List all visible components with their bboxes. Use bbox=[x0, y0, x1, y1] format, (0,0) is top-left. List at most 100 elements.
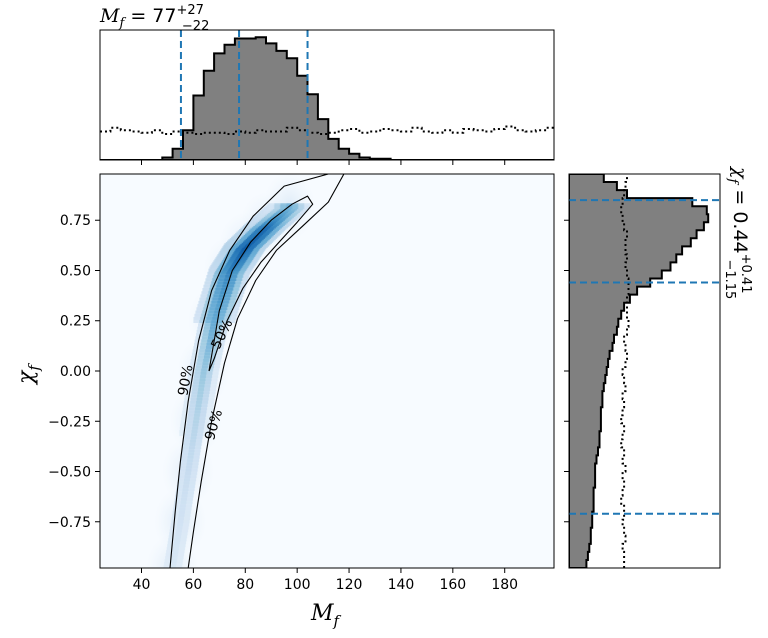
density-cell bbox=[213, 365, 220, 372]
density-cell bbox=[200, 410, 207, 417]
density-cell bbox=[219, 336, 226, 343]
density-cell bbox=[210, 281, 217, 288]
density-cell bbox=[183, 404, 190, 411]
density-cell bbox=[203, 430, 210, 437]
density-cell bbox=[210, 349, 217, 356]
density-cell bbox=[191, 355, 198, 362]
density-cell bbox=[195, 443, 202, 449]
density-cell bbox=[193, 417, 200, 424]
density-cell bbox=[220, 288, 227, 294]
density-cell bbox=[194, 449, 201, 456]
density-cell bbox=[181, 413, 188, 420]
contour-50pct bbox=[208, 195, 314, 372]
density-cell bbox=[180, 501, 187, 508]
density-cell bbox=[225, 291, 232, 298]
density-cell bbox=[187, 375, 194, 382]
density-cell bbox=[216, 300, 223, 307]
density-cell bbox=[194, 446, 201, 453]
density-cell bbox=[239, 284, 246, 291]
density-cell bbox=[195, 336, 202, 343]
density-cell bbox=[189, 443, 196, 449]
density-cell bbox=[193, 378, 200, 385]
density-cell bbox=[183, 478, 190, 485]
density-cell bbox=[202, 329, 209, 336]
density-cell bbox=[211, 346, 218, 353]
density-cell bbox=[200, 313, 207, 320]
density-cell bbox=[201, 401, 208, 407]
density-cell bbox=[172, 510, 179, 517]
density-cell bbox=[213, 271, 220, 278]
density-cell bbox=[212, 342, 218, 349]
density-cell bbox=[219, 291, 226, 298]
density-cell bbox=[192, 459, 199, 466]
density-cell bbox=[215, 326, 222, 333]
density-cell bbox=[231, 271, 238, 278]
density-cell bbox=[200, 368, 207, 375]
density-cell bbox=[209, 355, 216, 362]
density-cell bbox=[193, 452, 200, 459]
density-cell bbox=[274, 203, 281, 210]
density-cell bbox=[241, 278, 248, 285]
density-cell bbox=[195, 439, 202, 446]
density-cell bbox=[223, 278, 230, 285]
density-cell bbox=[176, 488, 183, 495]
y-axis-title: χf bbox=[14, 363, 43, 386]
density-cell bbox=[182, 407, 189, 414]
density-cell bbox=[204, 281, 211, 288]
density-cell bbox=[193, 455, 200, 462]
density-cell bbox=[182, 488, 189, 495]
density-cell bbox=[203, 284, 210, 291]
density-cell bbox=[208, 307, 215, 314]
density-cell bbox=[197, 326, 204, 333]
density-cell bbox=[210, 323, 216, 330]
density-cell bbox=[226, 307, 233, 314]
density-cell bbox=[198, 349, 205, 356]
density-cell bbox=[174, 497, 181, 504]
density-cell bbox=[197, 355, 204, 362]
density-cell bbox=[208, 397, 215, 404]
density-cell bbox=[200, 342, 206, 349]
density-cell bbox=[205, 278, 212, 285]
density-cell bbox=[197, 426, 204, 433]
density-cell bbox=[192, 349, 199, 356]
density-cell bbox=[189, 404, 196, 411]
density-cell bbox=[227, 304, 234, 311]
density-cell bbox=[189, 481, 196, 488]
density-cell bbox=[192, 381, 199, 388]
density-cell bbox=[230, 275, 237, 281]
density-cell bbox=[191, 468, 198, 475]
density-cell bbox=[196, 433, 203, 440]
density-cell bbox=[211, 375, 218, 382]
density-cell bbox=[216, 323, 222, 330]
density-cell bbox=[205, 413, 212, 420]
density-cell bbox=[205, 297, 212, 304]
density-cell bbox=[223, 297, 230, 304]
density-cell bbox=[179, 468, 186, 475]
density-cell bbox=[214, 288, 221, 294]
chif-prior-histogram bbox=[620, 174, 630, 568]
density-cell bbox=[186, 384, 193, 391]
density-cell bbox=[209, 388, 216, 395]
density-cell bbox=[208, 394, 215, 401]
density-cell bbox=[233, 304, 240, 311]
density-cell bbox=[211, 297, 218, 304]
density-cell bbox=[203, 426, 210, 433]
density-cell bbox=[188, 488, 195, 495]
density-cell bbox=[188, 407, 195, 414]
density-cell bbox=[218, 294, 225, 301]
density-cell bbox=[191, 430, 198, 437]
density-cell bbox=[190, 433, 197, 440]
density-cell bbox=[211, 278, 218, 285]
density-cell bbox=[210, 381, 217, 388]
density-cell bbox=[173, 504, 180, 511]
density-cell bbox=[195, 404, 202, 411]
density-cell bbox=[203, 391, 210, 398]
density-cell bbox=[182, 449, 189, 456]
density-cell bbox=[233, 284, 240, 291]
density-cell bbox=[298, 203, 305, 210]
density-cell bbox=[216, 349, 223, 356]
density-cell bbox=[234, 300, 241, 307]
density-cell bbox=[194, 313, 201, 320]
density-cell bbox=[213, 336, 220, 343]
density-cell bbox=[198, 352, 204, 359]
